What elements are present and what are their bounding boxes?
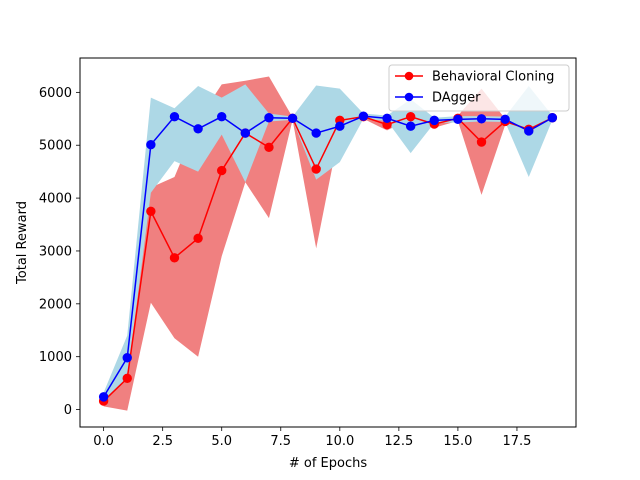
legend-box bbox=[388, 64, 570, 112]
dagger-point bbox=[476, 114, 487, 124]
dagger-point bbox=[500, 114, 510, 125]
dagger-legend-label: DAgger bbox=[432, 91, 481, 106]
dagger-legend-marker bbox=[404, 92, 414, 102]
behavioral-cloning-point bbox=[264, 142, 274, 153]
y-tick-label: 6000 bbox=[39, 86, 72, 101]
x-tick-label: 7.5 bbox=[270, 434, 291, 449]
behavioral-cloning-point bbox=[122, 373, 132, 384]
behavioral-cloning-legend-marker bbox=[404, 71, 414, 81]
dagger-point bbox=[358, 111, 369, 121]
dagger-point bbox=[311, 128, 321, 138]
dagger-point bbox=[193, 124, 203, 134]
behavioral-cloning-point bbox=[476, 137, 487, 147]
behavioral-cloning-point bbox=[193, 233, 203, 243]
behavioral-cloning-point bbox=[217, 165, 227, 176]
x-tick-label: 0.0 bbox=[93, 434, 114, 449]
behavioral-cloning-legend-label: Behavioral Cloning bbox=[432, 70, 554, 85]
y-tick-label: 0 bbox=[64, 403, 72, 418]
y-tick-label: 2000 bbox=[39, 297, 72, 312]
dagger-point bbox=[217, 111, 227, 122]
legend: Behavioral Cloning DAgger bbox=[388, 64, 570, 112]
y-tick-label: 1000 bbox=[39, 350, 72, 365]
x-tick-label: 10.0 bbox=[325, 434, 354, 449]
y-tick-label: 4000 bbox=[39, 192, 72, 207]
x-axis-label: # of Epochs bbox=[289, 456, 367, 471]
x-axis-ticks: 0.0 2.5 5.0 7.5 10.0 12.5 15.0 17.5 bbox=[93, 427, 531, 449]
behavioral-cloning-point bbox=[405, 111, 416, 122]
series-markers bbox=[98, 111, 558, 406]
x-tick-label: 17.5 bbox=[502, 434, 531, 449]
dagger-point bbox=[547, 113, 558, 123]
behavioral-cloning-point bbox=[311, 164, 321, 174]
dagger-point bbox=[240, 128, 251, 138]
dagger-point bbox=[429, 115, 439, 126]
dagger-point bbox=[98, 392, 109, 402]
x-tick-label: 12.5 bbox=[384, 434, 413, 449]
x-tick-label: 5.0 bbox=[211, 434, 232, 449]
dagger-point bbox=[287, 113, 298, 123]
dagger-point bbox=[264, 113, 274, 123]
dagger-point bbox=[524, 126, 534, 136]
dagger-point bbox=[122, 353, 132, 363]
dagger-point bbox=[453, 114, 463, 125]
x-tick-label: 2.5 bbox=[152, 434, 173, 449]
dagger-point bbox=[335, 121, 345, 131]
y-axis-label: Total Reward bbox=[15, 201, 30, 285]
dagger-point bbox=[382, 113, 392, 123]
behavioral-cloning-point bbox=[169, 253, 180, 263]
x-tick-label: 15.0 bbox=[443, 434, 472, 449]
y-tick-label: 5000 bbox=[39, 139, 72, 154]
dagger-point bbox=[405, 121, 416, 131]
behavioral-cloning-band bbox=[103, 76, 553, 411]
y-tick-label: 3000 bbox=[39, 244, 72, 259]
behavioral-cloning-point bbox=[146, 206, 156, 217]
plot-frame bbox=[79, 57, 577, 428]
y-axis-ticks: 0 1000 2000 3000 4000 5000 6000 bbox=[39, 86, 80, 418]
behavioral-cloning-line bbox=[103, 115, 553, 402]
dagger-point bbox=[146, 139, 156, 150]
dagger-point bbox=[169, 111, 180, 122]
